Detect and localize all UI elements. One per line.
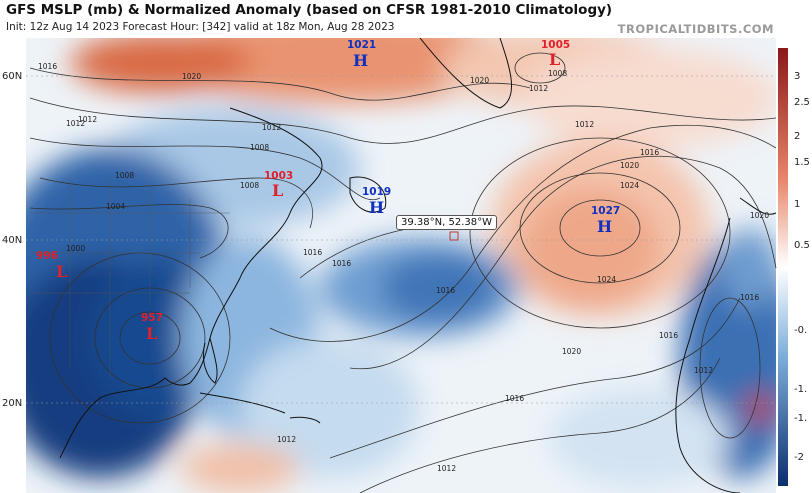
pressure-center-h1019: 1019 H (362, 186, 391, 217)
pressure-center-l996: 996 L (36, 250, 67, 281)
colorbar-tick: -1. (794, 384, 808, 395)
low-pressure-marker: L (146, 324, 157, 343)
isobar-label: 1016 (640, 148, 659, 157)
colorbar-tick: 1.5 (794, 157, 810, 168)
coastline-cuba (199, 392, 286, 414)
isobar (514, 52, 566, 84)
coastline-north-america (59, 107, 323, 459)
isobar-label: 1012 (78, 115, 97, 124)
pressure-value: 996 (36, 250, 58, 262)
cursor-marker (449, 231, 459, 241)
isobar-label: 1008 (240, 181, 259, 190)
pressure-center-h1027: 1027 H (591, 205, 620, 236)
isobar (39, 177, 313, 229)
low-pressure-marker: L (272, 181, 283, 200)
lat-label-60n: 60N (2, 71, 23, 82)
isobar-label: 1012 (575, 120, 594, 129)
colorbar-tick: -2 (794, 452, 804, 463)
isobar (699, 297, 761, 439)
chart-subtitle: Init: 12z Aug 14 2023 Forecast Hour: [34… (6, 21, 395, 33)
colorbar-tick: -1. (794, 413, 808, 424)
pressure-value: 957 (141, 312, 163, 324)
anomaly-shading (0, 38, 800, 493)
isobar-label: 1016 (38, 62, 57, 71)
isobar-label: 1008 (115, 171, 134, 180)
site-brand[interactable]: TROPICALTIDBITS.COM (617, 22, 774, 36)
isobar-label: 1020 (562, 347, 581, 356)
isobar-label: 1016 (332, 259, 351, 268)
isobar-label: 1004 (106, 202, 125, 211)
isobar-label: 1016 (303, 248, 322, 257)
colorbar-tick: 1 (794, 199, 801, 210)
anomaly-colorbar (778, 48, 788, 486)
high-pressure-marker: H (597, 217, 612, 236)
isobar-label: 1012 (262, 123, 281, 132)
isobar (269, 124, 777, 342)
pressure-value: 1021 (347, 39, 376, 51)
pressure-value: 1005 (541, 39, 570, 51)
pressure-value: 1019 (362, 186, 391, 198)
isobar (329, 297, 741, 459)
isobar (29, 97, 777, 144)
pressure-value: 1027 (591, 205, 620, 217)
weather-map[interactable]: 1016 1020 1012 1008 1012 1008 1004 1000 … (0, 38, 812, 493)
isobar-label: 1020 (470, 76, 489, 85)
isobar-label: 1016 (740, 293, 759, 302)
colorbar-tick: 3 (794, 71, 801, 82)
pressure-center-l1003: 1003 L (264, 170, 293, 200)
isobar (559, 199, 641, 257)
isobar-label: 1012 (437, 464, 456, 473)
isobar-label: 1000 (66, 244, 85, 253)
colorbar-tick: 2 (794, 131, 801, 142)
isobar (29, 204, 229, 259)
isobar-label: 1020 (750, 211, 769, 220)
low-pressure-marker: L (56, 262, 67, 281)
isobar-label: 1024 (620, 181, 639, 190)
isobar-label: 1012 (529, 84, 548, 93)
isobar (119, 311, 181, 365)
high-pressure-marker: H (369, 198, 384, 217)
isobar-label: 1012 (66, 119, 85, 128)
isobar (469, 137, 731, 329)
isobar-label: 1012 (277, 435, 296, 444)
coordinate-readout: 39.38°N, 52.38°W (396, 215, 497, 230)
coastline-newfoundland (349, 176, 387, 213)
pressure-center-l957: 957 L (141, 312, 163, 343)
coastline-florida (202, 337, 218, 384)
isobar-label: 1016 (659, 331, 678, 340)
isobar-label: 1016 (505, 394, 524, 403)
isobar (29, 67, 531, 101)
header: GFS MSLP (mb) & Normalized Anomaly (base… (0, 0, 812, 38)
high-pressure-marker: H (353, 51, 368, 70)
colorbar-tick: -0. (794, 325, 808, 336)
chart-title: GFS MSLP (mb) & Normalized Anomaly (base… (6, 2, 613, 18)
pressure-value: 1003 (264, 170, 293, 182)
low-pressure-marker: L (549, 50, 560, 69)
coastlines (59, 38, 777, 493)
isobar-label: 1020 (620, 161, 639, 170)
coastline-iberia (739, 197, 777, 215)
lat-label-20n: 20N (2, 398, 23, 409)
isobar-label: 1012 (694, 366, 713, 375)
isobar-label: 1008 (250, 143, 269, 152)
colorbar-tick: 2.5 (794, 97, 810, 108)
isobar (359, 357, 721, 493)
isobar-labels: 1016 1020 1012 1008 1012 1008 1004 1000 … (38, 62, 769, 473)
isobar-label: 1016 (436, 286, 455, 295)
pressure-center-l1005: 1005 L (541, 39, 570, 69)
pressure-center-h1021: 1021 H (347, 39, 376, 70)
coastline-hispaniola (289, 416, 321, 424)
isobar (349, 155, 777, 370)
lat-label-40n: 40N (2, 235, 23, 246)
isobar-label: 1008 (548, 69, 567, 78)
isobar-label: 1020 (182, 72, 201, 81)
coastline-greenland (419, 38, 513, 109)
colorbar-tick: 0.5 (794, 240, 810, 251)
state-borders (30, 178, 230, 378)
isobar-label: 1024 (597, 275, 616, 284)
graticule (26, 75, 776, 404)
isobar (29, 137, 381, 201)
coastline-africa (675, 217, 741, 493)
